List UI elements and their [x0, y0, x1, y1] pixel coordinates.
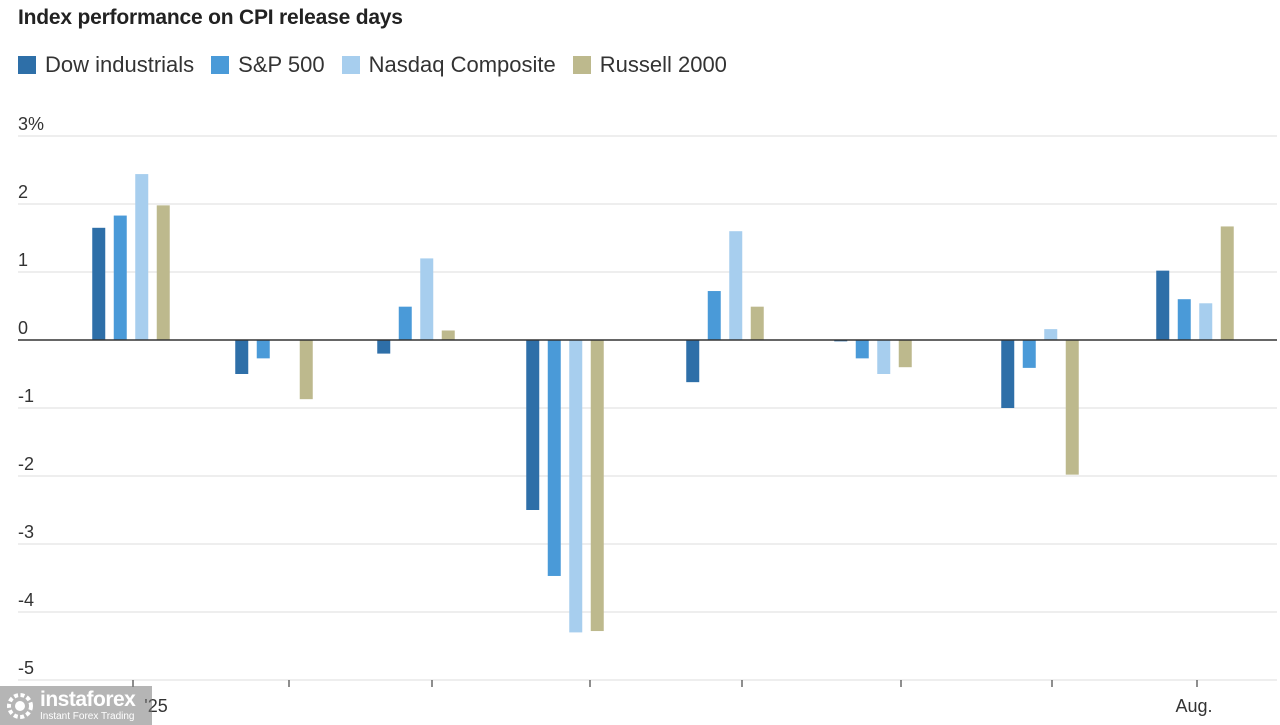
legend-item-dow: Dow industrials [18, 52, 194, 78]
bar-nasdaq-composite-4 [729, 231, 743, 340]
y-tick-label: 3% [18, 114, 44, 134]
y-tick-label: -4 [18, 590, 34, 610]
legend-label-nasdaq: Nasdaq Composite [368, 52, 556, 77]
bar-russell-2000-1 [299, 340, 313, 400]
bar-nasdaq-composite-5 [877, 340, 891, 374]
watermark-tagline: Instant Forex Trading [40, 711, 135, 722]
legend-item-russell: Russell 2000 [572, 52, 727, 78]
bar-s-p-500-0 [113, 215, 127, 340]
y-tick-label: -1 [18, 386, 34, 406]
legend-item-nasdaq: Nasdaq Composite [341, 52, 556, 78]
gear-icon [7, 692, 33, 719]
bar-nasdaq-composite-0 [135, 174, 149, 340]
y-tick-label: -2 [18, 454, 34, 474]
y-tick-label: -3 [18, 522, 34, 542]
bar-russell-2000-7 [1220, 226, 1234, 340]
bar-s-p-500-5 [855, 340, 869, 359]
bar-s-p-500-3 [547, 340, 561, 576]
y-tick-label: 0 [18, 318, 28, 338]
bar-dow-industrials-0 [92, 227, 106, 340]
bar-russell-2000-0 [156, 205, 170, 340]
chart-title: Index performance on CPI release days [18, 6, 403, 29]
bar-dow-industrials-4 [686, 340, 700, 383]
watermark: instaforex Instant Forex Trading [0, 686, 152, 725]
bar-nasdaq-composite-3 [569, 340, 583, 633]
bar-russell-2000-2 [441, 330, 455, 340]
bar-nasdaq-composite-7 [1199, 303, 1213, 340]
bar-russell-2000-5 [898, 340, 912, 368]
y-tick-label: 2 [18, 182, 28, 202]
legend-swatch-dow [18, 56, 36, 74]
legend-swatch-sp500 [211, 56, 230, 74]
bar-s-p-500-4 [707, 291, 721, 340]
legend-label-dow: Dow industrials [45, 52, 195, 77]
bar-nasdaq-composite-6 [1044, 329, 1058, 340]
legend-swatch-russell [572, 56, 591, 74]
bar-s-p-500-7 [1177, 299, 1191, 340]
y-tick-label: -5 [18, 658, 34, 678]
bar-nasdaq-composite-2 [420, 258, 434, 340]
bar-dow-industrials-1 [235, 340, 249, 374]
chart-legend: Dow industrials S&P 500 Nasdaq Composite… [18, 52, 744, 78]
bar-s-p-500-1 [256, 340, 270, 359]
bar-s-p-500-6 [1022, 340, 1036, 368]
bar-s-p-500-2 [398, 306, 412, 340]
bar-dow-industrials-2 [377, 340, 391, 354]
legend-item-sp500: S&P 500 [211, 52, 325, 78]
bar-russell-2000-6 [1065, 340, 1079, 475]
bar-dow-industrials-3 [526, 340, 540, 510]
bar-dow-industrials-6 [1001, 340, 1015, 408]
y-tick-label: 1 [18, 250, 28, 270]
bar-russell-2000-3 [590, 340, 604, 632]
bar-russell-2000-4 [750, 306, 764, 340]
legend-swatch-nasdaq [341, 56, 360, 74]
legend-label-sp500: S&P 500 [238, 52, 325, 77]
watermark-brand: instaforex [40, 688, 136, 711]
x-tick-label: Aug. [1175, 696, 1212, 716]
bar-dow-industrials-7 [1156, 270, 1170, 340]
legend-label-russell: Russell 2000 [599, 52, 727, 77]
